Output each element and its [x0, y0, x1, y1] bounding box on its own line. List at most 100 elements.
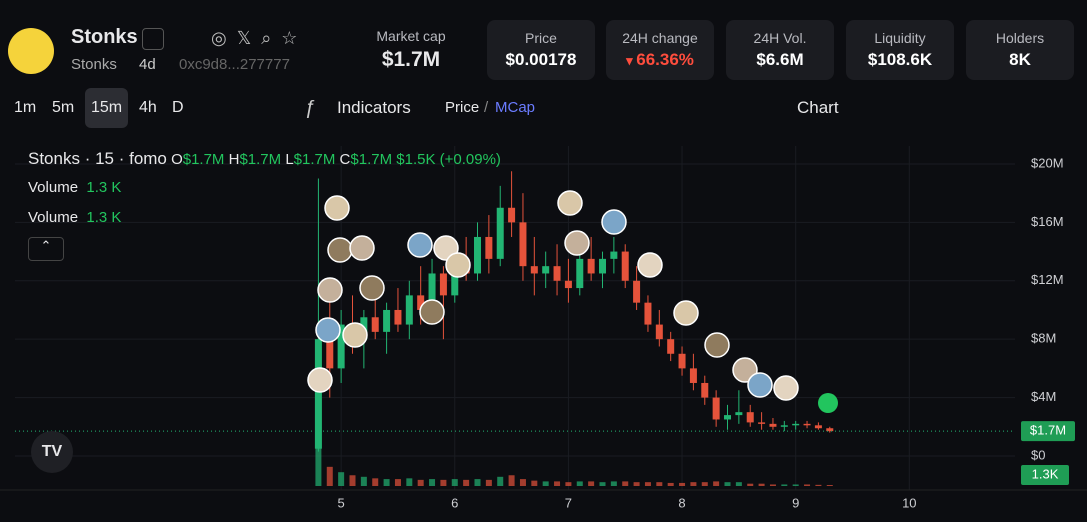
trader-avatar [419, 299, 445, 325]
candle-body [383, 309, 391, 332]
candle-body [814, 425, 822, 429]
candle-body [803, 423, 811, 426]
indicators-button[interactable]: Indicators [337, 98, 411, 117]
x-tick-label: 9 [792, 495, 799, 510]
volume-bar [724, 482, 731, 486]
volume-bar [758, 483, 765, 486]
volume-bar [440, 479, 447, 486]
price-toggle[interactable]: Price [445, 99, 480, 116]
volume-bar [531, 480, 538, 486]
candle-body [530, 266, 538, 274]
ohlc-key: L [285, 151, 294, 168]
stat-value: $108.6K [867, 50, 933, 69]
trader-avatar [324, 195, 350, 221]
candle-body [655, 324, 663, 340]
trader-avatar [773, 375, 799, 401]
token-name: Stonks [71, 26, 138, 48]
volume-bar [644, 482, 651, 486]
tv-logo[interactable]: TV [31, 431, 73, 473]
mcap-toggle[interactable]: MCap [495, 99, 536, 116]
price-label-bg [1021, 421, 1075, 442]
legend: Stonks · 15 · fomo O$1.7M H$1.7M L$1.7M … [28, 149, 501, 169]
volume-bar [417, 479, 424, 486]
trader-avatar [359, 275, 385, 301]
candle-body [564, 280, 572, 289]
stat-label: 24H change [622, 30, 698, 46]
candle-body [746, 412, 754, 423]
volume-bar [747, 483, 754, 486]
x-tick-label: 7 [565, 495, 572, 510]
candle-body [780, 425, 788, 427]
candle-body [701, 382, 709, 398]
interval-button[interactable]: 4h [139, 99, 157, 116]
volume-bar [554, 481, 561, 486]
stat-label: Market cap [376, 28, 446, 44]
volume-label-bg [1021, 465, 1069, 485]
volume-label: Volume [28, 179, 79, 196]
candle-body [587, 258, 595, 274]
candle-body [667, 339, 675, 354]
trader-avatar [307, 367, 333, 393]
candle-body [405, 295, 413, 325]
volume-bar [576, 481, 583, 486]
volume-label: 1.3K [1032, 466, 1059, 481]
volume-bar [713, 481, 720, 486]
interval-button[interactable]: 1m [14, 99, 37, 116]
volume-bar [542, 481, 549, 486]
volume-bar [349, 475, 356, 486]
trader-avatar [407, 232, 433, 258]
ohlc-key: C [339, 151, 351, 168]
candle-body [576, 258, 584, 289]
chart-type-button[interactable]: Chart [797, 98, 839, 117]
volume-label: Volume [28, 209, 79, 226]
interval-button[interactable]: 5m [52, 99, 75, 116]
candle-body [553, 266, 561, 281]
candle-body [337, 324, 345, 369]
volume-bar [735, 482, 742, 486]
candle-body [474, 236, 481, 274]
price-label: $1.7M [1030, 423, 1066, 438]
interval-button[interactable]: D [172, 99, 184, 116]
candle-body [792, 423, 800, 426]
volume-bar [338, 472, 345, 486]
icon[interactable] [142, 28, 164, 50]
stat-value: 8K [1009, 50, 1031, 69]
volume-bar [451, 479, 458, 486]
candle-body [519, 222, 527, 267]
candle-body [314, 339, 322, 449]
candle-body [417, 295, 425, 310]
stat: 24H change 66.36% [606, 20, 714, 80]
age: 4d [139, 56, 156, 73]
candle-body [394, 309, 402, 325]
stat-label: Holders [995, 30, 1045, 46]
candle-body [496, 207, 504, 259]
collapse-button[interactable]: ⌃ [28, 237, 64, 261]
candle-body [678, 353, 686, 369]
social-icons[interactable]: ◎ 𝕏 ⌕ ☆ [211, 28, 298, 48]
trader-avatar [557, 190, 583, 216]
volume-bar [406, 478, 413, 486]
candle-body [599, 258, 606, 274]
trader-avatar [704, 332, 730, 358]
y-tick-label: $20M [1031, 155, 1064, 170]
trader-avatar [315, 317, 341, 343]
trader-avatar [564, 230, 590, 256]
candle-body [326, 339, 334, 369]
stat-value: $1.7M [381, 48, 441, 71]
y-tick-label: $8M [1031, 331, 1056, 346]
volume-bar [463, 479, 470, 486]
volume-bar [622, 481, 629, 486]
address[interactable]: 0xc9d8...277777 [179, 56, 290, 73]
candle-body [485, 236, 493, 259]
x-tick-label: 10 [902, 495, 916, 510]
add-button[interactable] [818, 393, 838, 413]
interval-button[interactable]: 15m [85, 88, 129, 128]
ohlc-key: O [171, 151, 183, 168]
volume-bar [815, 484, 822, 486]
volume-bar [656, 482, 663, 486]
trader-avatar [327, 237, 353, 263]
candle-body [644, 302, 652, 325]
volume-bar [792, 484, 799, 486]
volume-bar [519, 479, 526, 486]
